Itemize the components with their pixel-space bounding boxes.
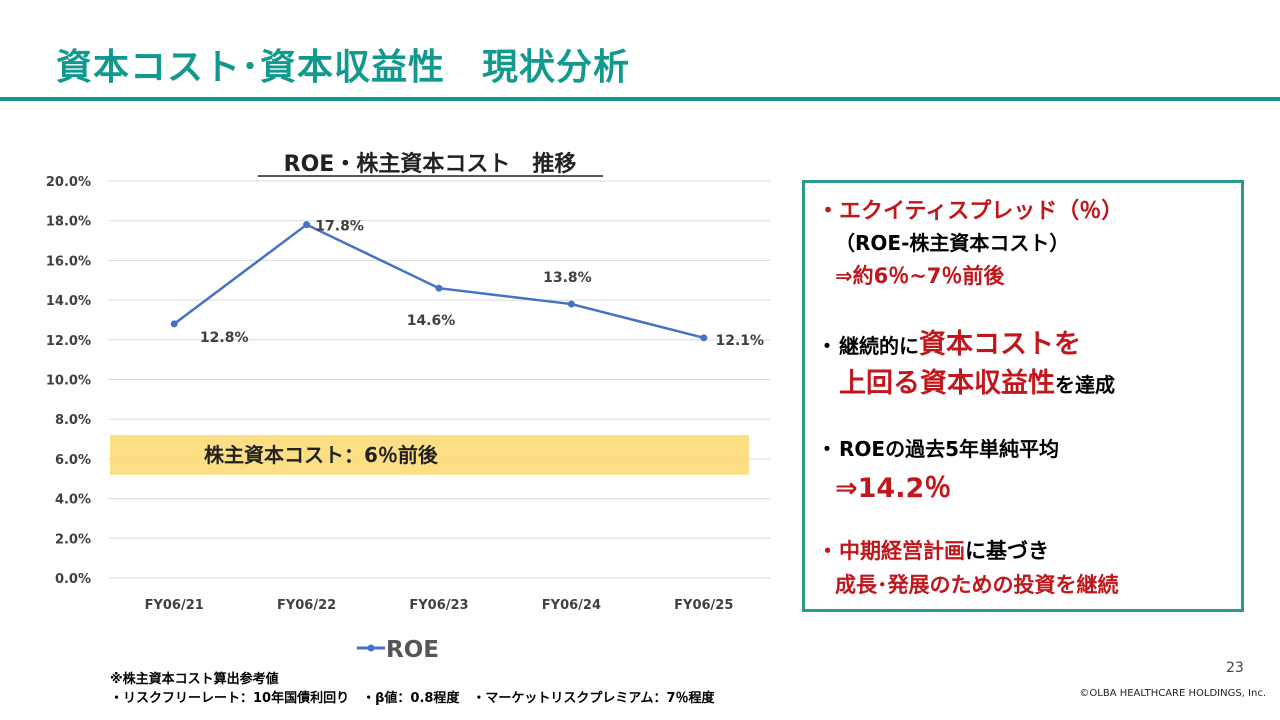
key-points-box: ・エクイティスプレッド（％） （ROE-株主資本コスト） ⇒約6％~7％前後 ・… [802,180,1244,612]
bullet: ・ [817,199,840,224]
data-point [435,284,443,292]
point-4-suffix: に基づき [965,539,1049,563]
y-tick-label: 14.0% [46,294,91,309]
point-2-line2: 上回る資本収益性を達成 [839,361,1115,400]
legend-roe-label: ROE [386,637,439,663]
point-3-value: ⇒14.2％ [835,473,952,504]
cost-of-equity-band [110,435,749,475]
data-label: 17.8% [315,219,364,235]
data-label: 13.8% [543,270,592,286]
point-4: ・中期経営計画に基づき [817,535,1049,565]
page-title: 資本コスト･資本収益性 現状分析 [56,47,631,88]
footnote-title: ※株主資本コスト算出参考値 [110,672,279,687]
y-tick-label: 2.0% [55,532,91,547]
legend-roe-marker [367,644,375,652]
bullet: ・ [817,437,837,461]
data-point [303,221,311,229]
copyright: ©OLBA HEALTHCARE HOLDINGS, Inc. [1079,688,1266,699]
chart-title: ROE・株主資本コスト 推移 [284,151,577,177]
point-3-heading: ROEの過去5年単純平均 [839,437,1059,461]
data-label: 14.6% [407,313,456,329]
y-tick-label: 20.0% [46,175,91,190]
x-tick-label: FY06/22 [277,598,336,613]
y-tick-label: 18.0% [46,215,91,230]
y-tick-label: 4.0% [55,493,91,508]
x-tick-label: FY06/23 [409,598,468,613]
point-2: ・継続的に資本コストを [817,322,1081,361]
x-tick-label: FY06/25 [674,598,733,613]
point-2-emphasis-1: 資本コストを [919,329,1081,360]
x-tick-label: FY06/24 [542,598,601,613]
roe-chart: 株主資本コスト：6％前後 0.0% 2.0% 4.0% 6.0% 8.0% 10.0% 12… [46,151,770,663]
bullet: ・ [817,334,837,358]
data-point [700,334,708,342]
point-4-line2: 成長･発展のための投資を継続 [835,573,1119,597]
y-tick-label: 16.0% [46,254,91,269]
page-number: 23 [1226,660,1244,676]
y-tick-label: 8.0% [55,413,91,428]
data-point [170,320,178,328]
y-tick-label: 12.0% [46,334,91,349]
y-tick-label: 10.0% [46,374,91,389]
point-2-suffix: を達成 [1055,373,1115,397]
cost-of-equity-label: 株主資本コスト：6％前後 [204,443,439,467]
point-1-subtitle: （ROE-株主資本コスト） [835,231,1070,255]
bullet: ・ [817,539,838,563]
y-tick-label: 6.0% [55,453,91,468]
point-1-heading: エクイティスプレッド（％） [839,199,1124,224]
point-2-prefix: 継続的に [839,334,919,358]
point-3: ・ ROEの過去5年単純平均 [817,433,1059,462]
y-tick-label: 0.0% [55,572,91,587]
x-tick-label: FY06/21 [145,598,204,613]
point-2-emphasis-2: 上回る資本収益性 [839,368,1055,399]
data-point [567,300,575,308]
point-4-emphasis: 中期経営計画 [839,539,965,563]
chart-legend: ROE [357,637,439,663]
point-1: ・エクイティスプレッド（％） [817,193,1123,225]
point-1-value: ⇒約6％~7％前後 [835,264,1005,288]
data-label: 12.1% [716,333,765,349]
data-label: 12.8% [200,330,249,346]
title-divider [0,97,1280,101]
footnote-detail: ・リスクフリーレート：10年国債利回り ・β値：0.8程度 ・マーケットリスクプ… [110,691,715,706]
